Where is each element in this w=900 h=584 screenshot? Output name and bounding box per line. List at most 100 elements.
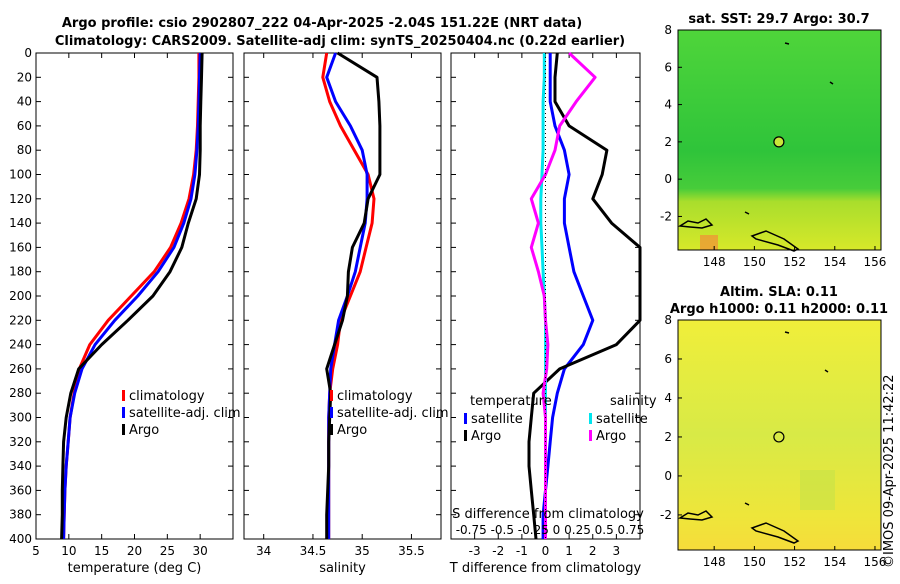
sst-map-ytick-label: 8 xyxy=(664,23,672,37)
temperature-ytick-label: 80 xyxy=(17,143,32,157)
temperature-ytick-label: 0 xyxy=(24,46,32,60)
sst-map-ytick-label: -2 xyxy=(660,209,672,223)
sla-coastline-islet xyxy=(744,502,750,506)
difference-legend-label: Argo xyxy=(596,429,626,444)
salinity-xtick-label: 35.5 xyxy=(398,544,425,558)
temperature-xtick-label: 10 xyxy=(61,544,76,558)
temperature-legend-swatch xyxy=(122,390,125,401)
sst-map-xtick-label: 152 xyxy=(783,255,806,269)
difference-s-label: S difference from climatology xyxy=(452,507,644,522)
temperature-ytick-label: 100 xyxy=(9,168,32,182)
salinity-series-2-line xyxy=(325,51,382,539)
difference-xtick-label: -1 xyxy=(516,544,528,558)
sst-map-ytick-label: 0 xyxy=(664,172,672,186)
temperature-ytick-label: 120 xyxy=(9,192,32,206)
sla-map-xtick-label: 152 xyxy=(783,555,806,569)
temperature-ytick-label: 180 xyxy=(9,265,32,279)
temperature-ytick-label: 360 xyxy=(9,483,32,497)
sla-map-ytick-label: 6 xyxy=(664,352,672,366)
difference-s-ticks: -0.75 -0.5 -0.25 0 0.25 0.5 0.75 xyxy=(456,523,645,537)
salinity-xtick-label: 34.5 xyxy=(300,544,327,558)
difference-xtick-label: 0 xyxy=(542,544,550,558)
sla-map-ytick-label: 8 xyxy=(664,313,672,327)
temperature-xlabel: temperature (deg C) xyxy=(68,561,202,576)
temperature-xtick-label: 25 xyxy=(160,544,175,558)
sla-coastline-new-guinea xyxy=(677,510,714,521)
salinity-legend-label: climatology xyxy=(337,389,413,404)
difference-legend-swatch xyxy=(464,430,467,441)
temperature-series-1-line xyxy=(62,52,202,540)
difference-legend-label: Argo xyxy=(471,429,501,444)
salinity-legend-swatch xyxy=(330,424,333,435)
temperature-ytick-label: 140 xyxy=(9,216,32,230)
difference-legend-swatch xyxy=(464,413,467,424)
temperature-ytick-label: 200 xyxy=(9,289,32,303)
temperature-ytick-label: 240 xyxy=(9,338,32,352)
temperature-series-2-line xyxy=(60,52,204,540)
imos-watermark: ©IMOS 09-Apr-2025 11:42:22 xyxy=(882,374,897,568)
temperature-ytick-label: 280 xyxy=(9,386,32,400)
temperature-legend-label: satellite-adj. clim xyxy=(129,406,241,421)
sla-map-xtick-label: 156 xyxy=(864,555,887,569)
sla-coastline-islet xyxy=(784,331,790,334)
difference-series-1-line xyxy=(527,52,642,540)
sst-coastline-new-guinea xyxy=(677,218,714,229)
sla-coastline-islet xyxy=(824,369,829,373)
difference-xtick-label: -2 xyxy=(492,544,504,558)
temperature-ytick-label: 60 xyxy=(17,119,32,133)
sst-map-panel: sat. SST: 29.7 Argo: 30.7 148 150 152 154 15… xyxy=(660,12,886,269)
sla-map-xtick-label: 148 xyxy=(703,555,726,569)
salinity-plot-frame xyxy=(243,52,442,540)
sst-map-xtick-label: 156 xyxy=(864,255,887,269)
temperature-ytick-label: 320 xyxy=(9,435,32,449)
figure-title-line2: Climatology: CARS2009. Satellite-adj cli… xyxy=(55,34,625,49)
temperature-xtick-label: 30 xyxy=(193,544,208,558)
sst-map-ytick-label: 2 xyxy=(664,135,672,149)
sst-coastline-islet xyxy=(744,211,750,215)
sla-map-ytick-label: 0 xyxy=(664,469,672,483)
sst-map-xtick-label: 150 xyxy=(743,255,766,269)
sst-map-ytick-label: 6 xyxy=(664,60,672,74)
sla-map-xtick-label: 150 xyxy=(743,555,766,569)
sla-map-ytick-label: -2 xyxy=(660,508,672,522)
temperature-ytick-label: 40 xyxy=(17,95,32,109)
difference-legend-swatch xyxy=(589,430,592,441)
temperature-legend-label: Argo xyxy=(129,423,159,438)
temperature-legend-swatch xyxy=(122,424,125,435)
sla-map-subtitle: Argo h1000: 0.11 h2000: 0.11 xyxy=(670,302,888,317)
temperature-xtick-label: 20 xyxy=(127,544,142,558)
temperature-ytick-label: 260 xyxy=(9,362,32,376)
temperature-series-0-line xyxy=(62,53,201,540)
temperature-ytick-label: 220 xyxy=(9,313,32,327)
temperature-ytick-label: 160 xyxy=(9,240,32,254)
difference-legend-swatch xyxy=(589,413,592,424)
salinity-xtick-label: 34 xyxy=(256,544,271,558)
salinity-xtick-label: 35 xyxy=(355,544,370,558)
difference-xtick-label: 2 xyxy=(589,544,597,558)
temperature-ytick-label: 300 xyxy=(9,411,32,425)
sla-low-patch xyxy=(800,470,835,510)
sla-coastline-new-britain xyxy=(750,522,800,544)
difference-xtick-label: 1 xyxy=(565,544,573,558)
sst-coastline-islet xyxy=(784,42,790,45)
sla-argo-location-marker xyxy=(773,431,785,443)
difference-legend-label: satellite xyxy=(596,412,648,427)
sla-map-ytick-label: 4 xyxy=(664,391,672,405)
difference-legend-header-salinity: salinity xyxy=(610,394,657,409)
temperature-ytick-label: 400 xyxy=(9,532,32,546)
sst-warm-patch xyxy=(700,235,718,250)
temperature-xtick-label: 5 xyxy=(32,544,40,558)
sst-map-ticks: 148 150 152 154 156 -2 0 2 4 6 8 xyxy=(660,23,886,269)
temperature-xtick-label: 15 xyxy=(94,544,109,558)
salinity-panel: 34 34.5 35 35.5 salinity climatology satellite… xyxy=(243,51,449,576)
temperature-ytick-label: 340 xyxy=(9,459,32,473)
difference-xtick-label: -3 xyxy=(469,544,481,558)
figure-title-line1: Argo profile: csio 2902807_222 04-Apr-20… xyxy=(62,16,582,31)
difference-xtick-label: 3 xyxy=(613,544,621,558)
sla-map-ytick-label: 2 xyxy=(664,430,672,444)
sst-map-xtick-label: 154 xyxy=(823,255,846,269)
sst-map-title: sat. SST: 29.7 Argo: 30.7 xyxy=(688,12,869,27)
sla-map-ticks: 148 150 152 154 156 -2 0 2 4 6 8 xyxy=(660,313,886,569)
